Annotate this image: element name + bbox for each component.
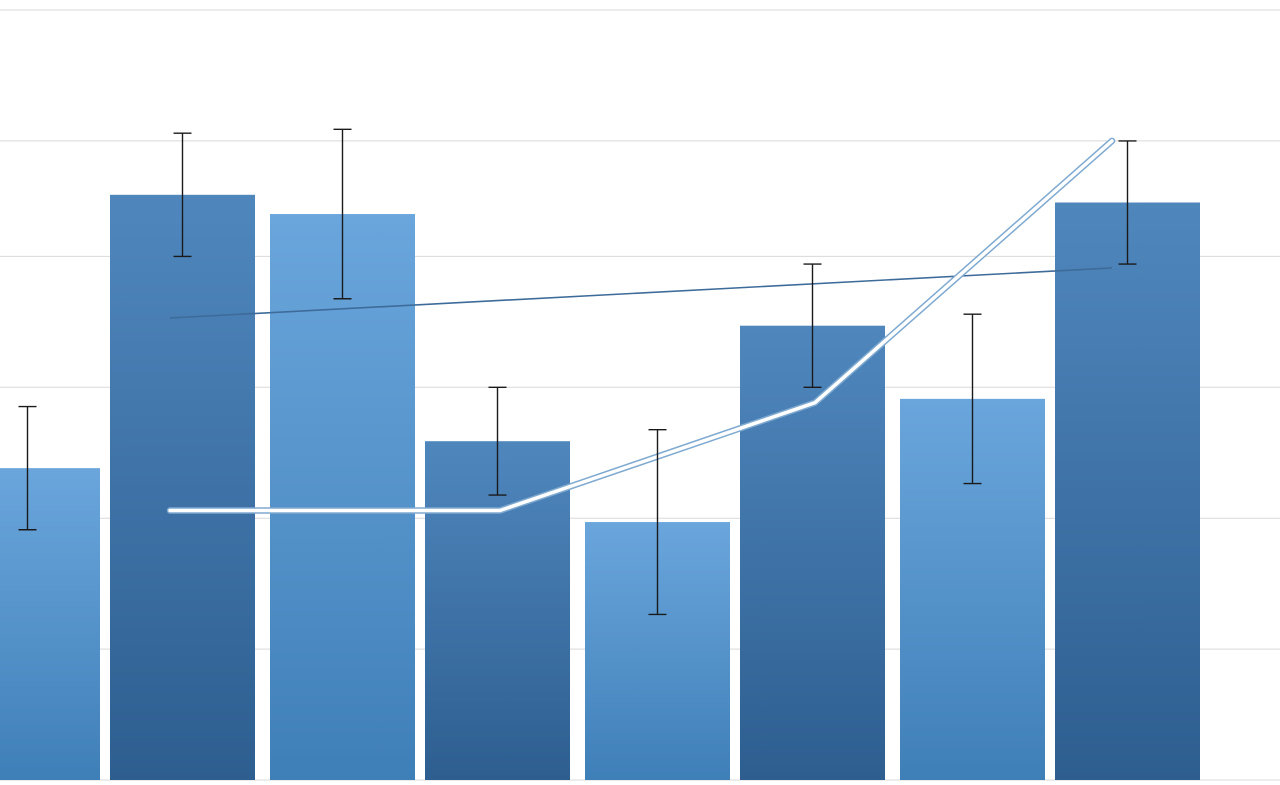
bar-series-b: [1055, 203, 1200, 781]
chart-container: [0, 0, 1280, 785]
bar-series-b: [110, 195, 255, 780]
bars-layer: [0, 195, 1200, 780]
bar-series-b: [740, 326, 885, 780]
bar-series-a: [0, 468, 100, 780]
combo-chart: [0, 0, 1280, 785]
